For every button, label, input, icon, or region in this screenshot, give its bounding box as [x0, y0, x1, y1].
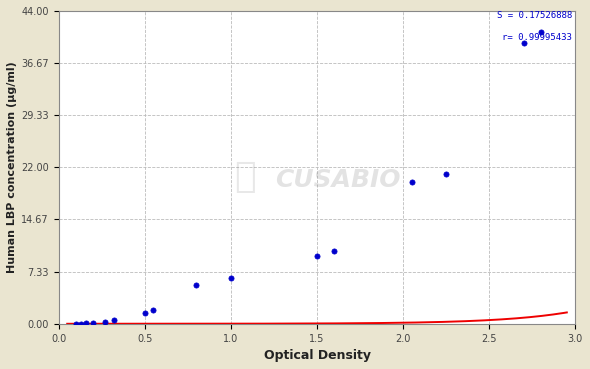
Point — [81, 320, 91, 326]
Text: r= 0.99995433: r= 0.99995433 — [503, 33, 572, 42]
Point — [226, 275, 235, 280]
Point — [149, 307, 158, 313]
Text: Ⓦ: Ⓦ — [234, 160, 255, 194]
Point — [192, 282, 201, 287]
Point — [71, 321, 80, 327]
Point — [140, 310, 149, 316]
Point — [441, 172, 451, 177]
Text: CUSABIO: CUSABIO — [275, 168, 401, 192]
Point — [407, 179, 417, 184]
Point — [330, 248, 339, 254]
Point — [76, 321, 86, 327]
X-axis label: Optical Density: Optical Density — [264, 349, 371, 362]
Point — [100, 319, 110, 325]
Point — [312, 253, 322, 259]
Point — [519, 40, 529, 46]
Y-axis label: Human LBP concentration (μg/ml): Human LBP concentration (μg/ml) — [7, 62, 17, 273]
Point — [88, 320, 98, 326]
Point — [109, 317, 119, 323]
Point — [536, 29, 546, 35]
Text: S = 0.17526888: S = 0.17526888 — [497, 11, 572, 20]
